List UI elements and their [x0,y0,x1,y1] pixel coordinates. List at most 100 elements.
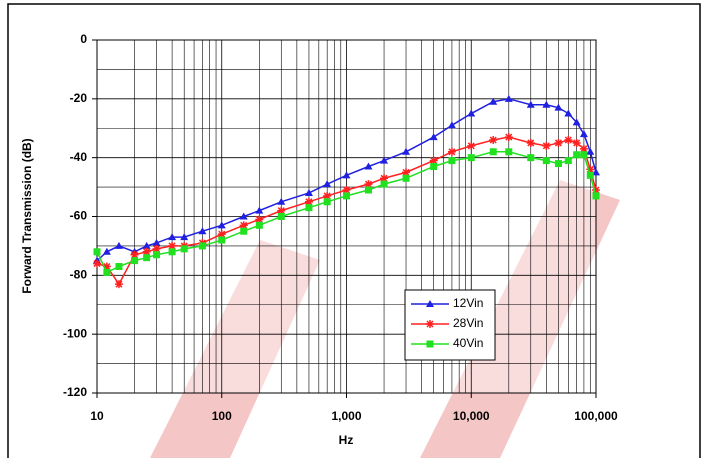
x-tick-label: 100 [212,409,232,423]
marker [180,245,188,253]
x-tick-label: 100,000 [574,409,618,423]
marker [102,247,111,255]
marker [579,144,588,153]
marker [402,168,411,177]
marker [467,141,476,150]
marker [277,197,286,205]
plot-border [96,39,597,394]
marker [586,165,595,174]
marker [489,97,498,105]
marker [380,174,389,183]
marker [168,241,177,250]
marker [592,168,600,176]
marker [342,186,351,195]
x-tick-label: 10 [90,409,104,423]
marker [467,154,475,162]
marker [240,227,248,235]
marker [131,257,139,265]
marker [580,151,588,159]
marker [430,162,438,170]
marker [152,238,161,246]
marker [304,188,313,196]
marker [572,118,581,126]
marker [586,147,595,155]
y-tick-label: 0 [80,32,87,46]
marker [114,241,123,249]
marker [217,230,226,239]
marker [180,233,189,241]
marker [364,162,373,170]
marker [343,192,350,200]
x-tick-label: 10,000 [453,409,490,423]
marker [323,180,332,188]
marker [564,109,573,117]
marker [152,244,161,253]
marker [277,213,285,220]
marker [572,138,581,147]
y-tick-label: -60 [70,209,88,223]
marker [564,157,572,165]
y-axis-label: Forward Transmission (dB) [20,138,34,293]
x-tick-label: 1,000 [331,409,361,423]
marker [168,248,176,256]
marker [554,160,562,168]
marker [467,109,476,117]
marker [504,133,513,142]
marker [447,121,456,129]
marker [573,151,581,159]
legend-label: 12Vin [453,296,483,310]
y-tick-label: -40 [70,150,88,164]
marker [448,157,456,165]
marker [115,263,123,271]
marker [542,141,551,150]
marker [277,206,286,215]
marker [429,133,438,141]
marker [305,204,313,212]
marker [103,268,111,276]
series-line [96,98,597,262]
legend-label: 28Vin [453,316,483,330]
marker [255,221,263,229]
marker [579,130,588,138]
legend-box [404,289,496,361]
marker [342,171,351,179]
marker [554,138,563,147]
marker [153,251,161,259]
marker [239,212,248,220]
y-tick-label: -100 [63,326,87,340]
legend-marker [426,300,434,307]
marker [447,147,456,156]
marker [142,247,151,256]
marker [364,180,373,189]
marker [592,192,600,200]
marker [130,250,139,259]
legend-marker [426,320,434,328]
marker [542,100,551,108]
y-tick-label: -80 [70,268,88,282]
marker [218,236,226,244]
marker [364,186,372,194]
marker [217,221,226,229]
marker [429,156,438,165]
marker [526,100,535,108]
marker [564,136,573,145]
y-tick-label: -20 [70,91,88,105]
marker [402,174,410,182]
marker [504,94,513,102]
marker [542,157,550,165]
marker [527,154,535,162]
legend-marker [426,340,434,348]
marker [304,197,313,206]
marker [198,227,207,235]
marker [93,248,101,256]
marker [93,259,101,268]
marker [402,147,411,155]
watermark [150,180,620,458]
marker [323,198,331,206]
marker [142,241,151,249]
marker [323,191,332,200]
marker [489,148,497,156]
marker [505,148,513,156]
marker [102,262,111,271]
